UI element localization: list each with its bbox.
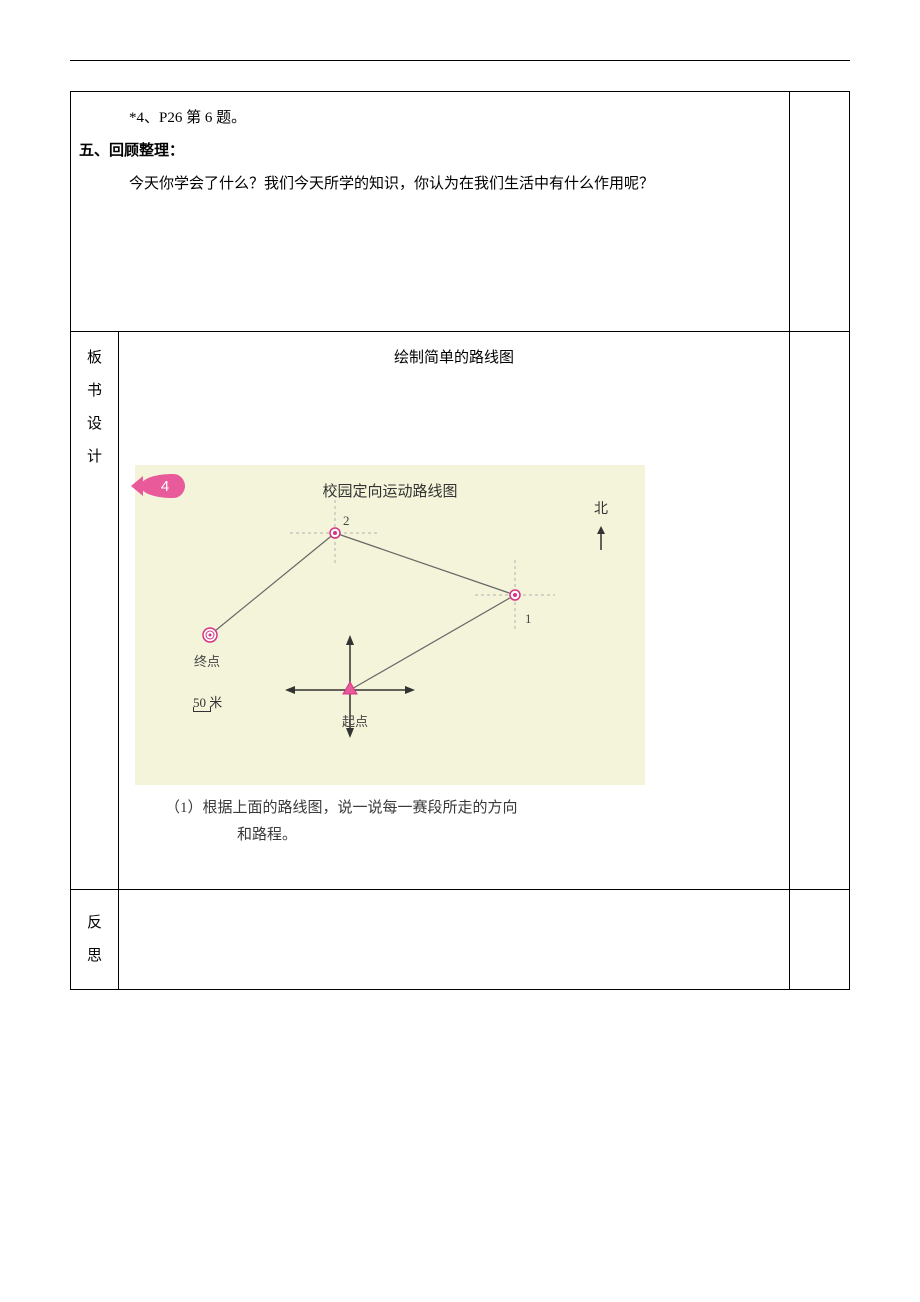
diagram-wrapper: 4 校园定向运动路线图 北	[127, 465, 781, 879]
board-label-char: 板	[87, 342, 102, 375]
caption-line1: （1）根据上面的路线图，说一说每一赛段所走的方向	[165, 795, 743, 822]
header-rule	[70, 60, 850, 61]
board-label-cell: 板 书 设 计	[71, 332, 119, 890]
caption-line2: 和路程。	[165, 822, 743, 849]
end-label: 终点	[194, 648, 220, 677]
reflect-label-cell: 反 思	[71, 890, 119, 990]
content-side-cell	[790, 92, 850, 332]
reflect-label-vertical: 反 思	[79, 907, 110, 973]
diagram-caption: （1）根据上面的路线图，说一说每一赛段所走的方向 和路程。	[135, 785, 773, 859]
section5-heading: 五、回顾整理：	[79, 135, 781, 168]
section5-body: 今天你学会了什么？我们今天所学的知识，你认为在我们生活中有什么作用呢？	[79, 168, 781, 201]
reflect-label-char: 思	[87, 940, 102, 973]
content-row: *4、P26 第 6 题。 五、回顾整理： 今天你学会了什么？我们今天所学的知识…	[71, 92, 850, 332]
start-label: 起点	[342, 708, 368, 737]
p2-label: 2	[343, 507, 350, 536]
content-spacer	[79, 201, 781, 321]
main-content-cell: *4、P26 第 6 题。 五、回顾整理： 今天你学会了什么？我们今天所学的知识…	[71, 92, 790, 332]
section5-body-text: 今天你学会了什么？我们今天所学的知识，你认为在我们生活中有什么作用呢？	[129, 176, 654, 192]
board-label-char: 书	[87, 375, 102, 408]
scale-label: 50 米	[193, 689, 222, 718]
lesson-table: *4、P26 第 6 题。 五、回顾整理： 今天你学会了什么？我们今天所学的知识…	[70, 91, 850, 990]
reflect-content-cell	[119, 890, 790, 990]
start-node-icon	[343, 682, 357, 694]
scale-bar-icon	[193, 707, 211, 712]
route-diagram: 4 校园定向运动路线图 北	[135, 465, 645, 785]
board-label-char: 计	[87, 441, 102, 474]
reflect-label-char: 反	[87, 907, 102, 940]
p1-label: 1	[525, 605, 532, 634]
board-content-cell: 绘制简单的路线图 4 校园定向运动路线图 北	[119, 332, 790, 890]
board-side-cell	[790, 332, 850, 890]
practice-item: *4、P26 第 6 题。	[79, 102, 781, 135]
board-title: 绘制简单的路线图	[127, 342, 781, 375]
page-container: *4、P26 第 6 题。 五、回顾整理： 今天你学会了什么？我们今天所学的知识…	[70, 60, 850, 990]
board-label-vertical: 板 书 设 计	[79, 342, 110, 474]
board-label-char: 设	[87, 408, 102, 441]
board-design-row: 板 书 设 计 绘制简单的路线图 4	[71, 332, 850, 890]
reflect-row: 反 思	[71, 890, 850, 990]
reflect-side-cell	[790, 890, 850, 990]
